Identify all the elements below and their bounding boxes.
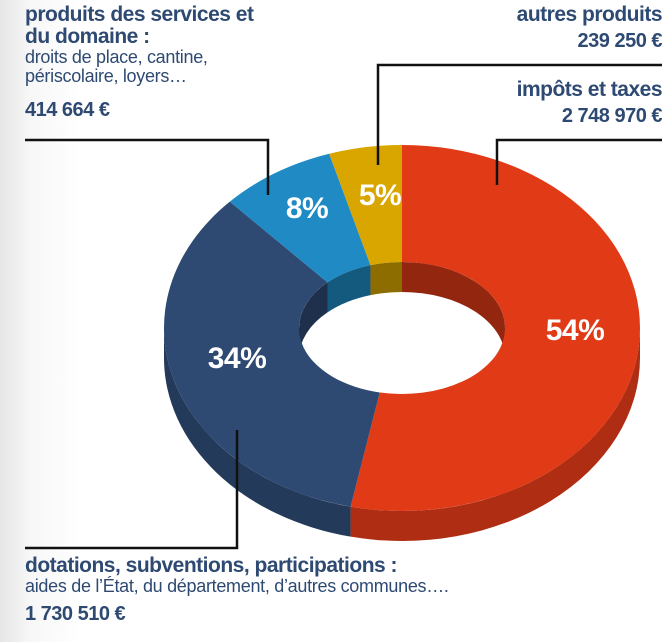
slice-side bbox=[327, 265, 371, 313]
slice-side bbox=[350, 328, 640, 541]
leader-line bbox=[495, 138, 662, 185]
label-services: produits des services et du domaine : dr… bbox=[25, 3, 265, 121]
value-label: 54% bbox=[546, 314, 605, 347]
slice bbox=[350, 145, 641, 512]
value-label: 34% bbox=[208, 342, 267, 375]
label-autres: autres produits 239 250 € bbox=[516, 3, 663, 53]
percent-labels: 54% 34% 8% 5% bbox=[208, 179, 605, 375]
slice-side bbox=[402, 262, 505, 358]
label-impots: impôts et taxes 2 748 970 € bbox=[516, 78, 663, 128]
walls bbox=[164, 262, 640, 541]
category-label: autres produits bbox=[516, 3, 663, 26]
slice bbox=[229, 153, 371, 283]
amount-label: 2 748 970 € bbox=[561, 105, 663, 128]
slice bbox=[329, 145, 402, 266]
label-dotations: dotations, subventions, participations :… bbox=[25, 554, 449, 625]
category-label: produits des services et du domaine : bbox=[25, 3, 254, 49]
category-label: dotations, subventions, participations : bbox=[25, 554, 398, 577]
description: aides de l’État, du département, d’autre… bbox=[25, 576, 449, 597]
amount-label: 1 730 510 € bbox=[25, 602, 126, 625]
slice-side bbox=[370, 262, 402, 296]
slice-side bbox=[164, 328, 351, 537]
category-label: impôts et taxes bbox=[516, 78, 663, 101]
slice-side bbox=[299, 282, 328, 358]
leader-line bbox=[25, 138, 270, 195]
value-label: 5% bbox=[359, 179, 401, 212]
description: droits de place, cantine, périscolaire, … bbox=[25, 47, 208, 86]
slice bbox=[164, 201, 380, 507]
value-label: 8% bbox=[286, 192, 328, 225]
leader-line bbox=[376, 63, 662, 165]
slices bbox=[164, 145, 641, 512]
amount-label: 414 664 € bbox=[25, 98, 110, 121]
leader-lines bbox=[25, 63, 662, 550]
amount-label: 239 250 € bbox=[577, 30, 663, 53]
leader-line bbox=[25, 430, 239, 550]
